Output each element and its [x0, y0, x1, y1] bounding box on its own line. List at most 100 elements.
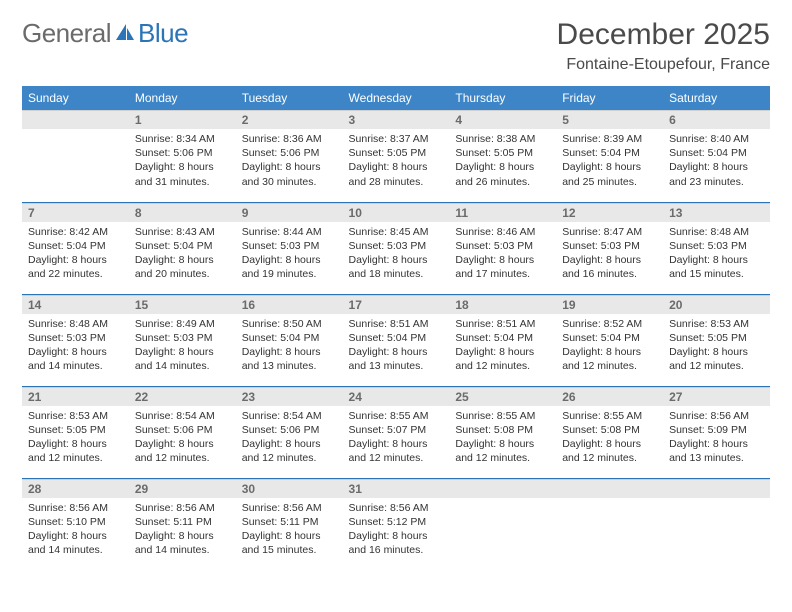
- day-number: 15: [129, 295, 236, 314]
- sunset-text: Sunset: 5:05 PM: [28, 423, 123, 437]
- day-number: 6: [663, 110, 770, 129]
- day-details: Sunrise: 8:38 AMSunset: 5:05 PMDaylight:…: [449, 129, 556, 193]
- calendar-week-row: 1Sunrise: 8:34 AMSunset: 5:06 PMDaylight…: [22, 110, 770, 202]
- sunrise-text: Sunrise: 8:45 AM: [349, 225, 444, 239]
- day-details: Sunrise: 8:40 AMSunset: 5:04 PMDaylight:…: [663, 129, 770, 193]
- sunset-text: Sunset: 5:04 PM: [135, 239, 230, 253]
- daylight-text: Daylight: 8 hours and 26 minutes.: [455, 160, 550, 188]
- sunset-text: Sunset: 5:03 PM: [349, 239, 444, 253]
- day-number: 22: [129, 387, 236, 406]
- day-number: 5: [556, 110, 663, 129]
- daylight-text: Daylight: 8 hours and 12 minutes.: [669, 345, 764, 373]
- sunrise-text: Sunrise: 8:55 AM: [562, 409, 657, 423]
- sunrise-text: Sunrise: 8:47 AM: [562, 225, 657, 239]
- month-title: December 2025: [557, 18, 770, 52]
- day-number: 7: [22, 203, 129, 222]
- day-number: 11: [449, 203, 556, 222]
- weekday-header-row: Sunday Monday Tuesday Wednesday Thursday…: [22, 86, 770, 110]
- sunrise-text: Sunrise: 8:54 AM: [135, 409, 230, 423]
- day-details: Sunrise: 8:44 AMSunset: 5:03 PMDaylight:…: [236, 222, 343, 286]
- logo: General Blue: [22, 18, 188, 49]
- calendar-day-cell: 27Sunrise: 8:56 AMSunset: 5:09 PMDayligh…: [663, 386, 770, 478]
- daylight-text: Daylight: 8 hours and 15 minutes.: [669, 253, 764, 281]
- sunrise-text: Sunrise: 8:38 AM: [455, 132, 550, 146]
- day-number: 3: [343, 110, 450, 129]
- daylight-text: Daylight: 8 hours and 13 minutes.: [242, 345, 337, 373]
- day-number: 1: [129, 110, 236, 129]
- weekday-header: Saturday: [663, 86, 770, 110]
- day-details: Sunrise: 8:45 AMSunset: 5:03 PMDaylight:…: [343, 222, 450, 286]
- calendar-day-cell: 21 Sunrise: 8:53 AMSunset: 5:05 PMDayligh…: [22, 386, 129, 478]
- sunset-text: Sunset: 5:04 PM: [242, 331, 337, 345]
- day-details: Sunrise: 8:34 AMSunset: 5:06 PMDaylight:…: [129, 129, 236, 193]
- sunset-text: Sunset: 5:04 PM: [669, 146, 764, 160]
- daylight-text: Daylight: 8 hours and 14 minutes.: [135, 345, 230, 373]
- sunrise-text: Sunrise: 8:54 AM: [242, 409, 337, 423]
- sunrise-text: Sunrise: 8:53 AM: [28, 409, 123, 423]
- day-details: Sunrise: 8:51 AMSunset: 5:04 PMDaylight:…: [449, 314, 556, 378]
- day-number: 19: [556, 295, 663, 314]
- day-number: 17: [343, 295, 450, 314]
- calendar-day-cell: 16Sunrise: 8:50 AMSunset: 5:04 PMDayligh…: [236, 294, 343, 386]
- daylight-text: Daylight: 8 hours and 12 minutes.: [28, 437, 123, 465]
- daylight-text: Daylight: 8 hours and 16 minutes.: [349, 529, 444, 557]
- sunrise-text: Sunrise: 8:48 AM: [669, 225, 764, 239]
- daylight-text: Daylight: 8 hours and 14 minutes.: [28, 345, 123, 373]
- weekday-header: Monday: [129, 86, 236, 110]
- sunset-text: Sunset: 5:05 PM: [455, 146, 550, 160]
- calendar-table: Sunday Monday Tuesday Wednesday Thursday…: [22, 86, 770, 570]
- sunrise-text: Sunrise: 8:48 AM: [28, 317, 123, 331]
- daylight-text: Daylight: 8 hours and 14 minutes.: [28, 529, 123, 557]
- calendar-day-cell: 22Sunrise: 8:54 AMSunset: 5:06 PMDayligh…: [129, 386, 236, 478]
- header: General Blue December 2025 Fontaine-Etou…: [22, 18, 770, 80]
- day-details: Sunrise: 8:48 AMSunset: 5:03 PMDaylight:…: [22, 314, 129, 378]
- sunrise-text: Sunrise: 8:51 AM: [455, 317, 550, 331]
- day-number: 21: [22, 387, 129, 406]
- daylight-text: Daylight: 8 hours and 17 minutes.: [455, 253, 550, 281]
- sunset-text: Sunset: 5:10 PM: [28, 515, 123, 529]
- daylight-text: Daylight: 8 hours and 22 minutes.: [28, 253, 123, 281]
- sunrise-text: Sunrise: 8:56 AM: [28, 501, 123, 515]
- sunrise-text: Sunrise: 8:43 AM: [135, 225, 230, 239]
- day-number: 12: [556, 203, 663, 222]
- calendar-week-row: 21Sunrise: 8:53 AMSunset: 5:05 PMDayligh…: [22, 386, 770, 478]
- day-details: Sunrise: 8:50 AMSunset: 5:04 PMDaylight:…: [236, 314, 343, 378]
- day-details: Sunrise: 8:56 AMSunset: 5:12 PMDaylight:…: [343, 498, 450, 562]
- sunrise-text: Sunrise: 8:34 AM: [135, 132, 230, 146]
- logo-text-blue: Blue: [138, 18, 188, 49]
- day-number: 31: [343, 479, 450, 498]
- day-number: 4: [449, 110, 556, 129]
- sunset-text: Sunset: 5:03 PM: [242, 239, 337, 253]
- daylight-text: Daylight: 8 hours and 15 minutes.: [242, 529, 337, 557]
- day-details: Sunrise: 8:47 AMSunset: 5:03 PMDaylight:…: [556, 222, 663, 286]
- calendar-day-cell: 17Sunrise: 8:51 AMSunset: 5:04 PMDayligh…: [343, 294, 450, 386]
- calendar-day-cell: 23Sunrise: 8:54 AMSunset: 5:06 PMDayligh…: [236, 386, 343, 478]
- daylight-text: Daylight: 8 hours and 30 minutes.: [242, 160, 337, 188]
- sunrise-text: Sunrise: 8:36 AM: [242, 132, 337, 146]
- sunset-text: Sunset: 5:08 PM: [562, 423, 657, 437]
- day-number: 8: [129, 203, 236, 222]
- day-details: Sunrise: 8:54 AMSunset: 5:06 PMDaylight:…: [129, 406, 236, 470]
- sunset-text: Sunset: 5:03 PM: [562, 239, 657, 253]
- sunrise-text: Sunrise: 8:56 AM: [242, 501, 337, 515]
- day-number: 26: [556, 387, 663, 406]
- calendar-day-cell: 8Sunrise: 8:43 AMSunset: 5:04 PMDaylight…: [129, 202, 236, 294]
- sunset-text: Sunset: 5:07 PM: [349, 423, 444, 437]
- day-details: Sunrise: 8:54 AMSunset: 5:06 PMDaylight:…: [236, 406, 343, 470]
- day-number: 27: [663, 387, 770, 406]
- sunset-text: Sunset: 5:06 PM: [242, 423, 337, 437]
- sunset-text: Sunset: 5:05 PM: [349, 146, 444, 160]
- sunset-text: Sunset: 5:06 PM: [135, 146, 230, 160]
- sunset-text: Sunset: 5:03 PM: [455, 239, 550, 253]
- sunset-text: Sunset: 5:11 PM: [135, 515, 230, 529]
- calendar-day-cell: 29Sunrise: 8:56 AMSunset: 5:11 PMDayligh…: [129, 478, 236, 570]
- day-details: Sunrise: 8:53 AMSunset: 5:05 PMDaylight:…: [663, 314, 770, 378]
- sunrise-text: Sunrise: 8:52 AM: [562, 317, 657, 331]
- sunset-text: Sunset: 5:11 PM: [242, 515, 337, 529]
- calendar-day-cell: 24Sunrise: 8:55 AMSunset: 5:07 PMDayligh…: [343, 386, 450, 478]
- day-details: Sunrise: 8:48 AMSunset: 5:03 PMDaylight:…: [663, 222, 770, 286]
- daylight-text: Daylight: 8 hours and 13 minutes.: [669, 437, 764, 465]
- day-number: 9: [236, 203, 343, 222]
- day-details: Sunrise: 8:37 AMSunset: 5:05 PMDaylight:…: [343, 129, 450, 193]
- day-details: Sunrise: 8:55 AMSunset: 5:07 PMDaylight:…: [343, 406, 450, 470]
